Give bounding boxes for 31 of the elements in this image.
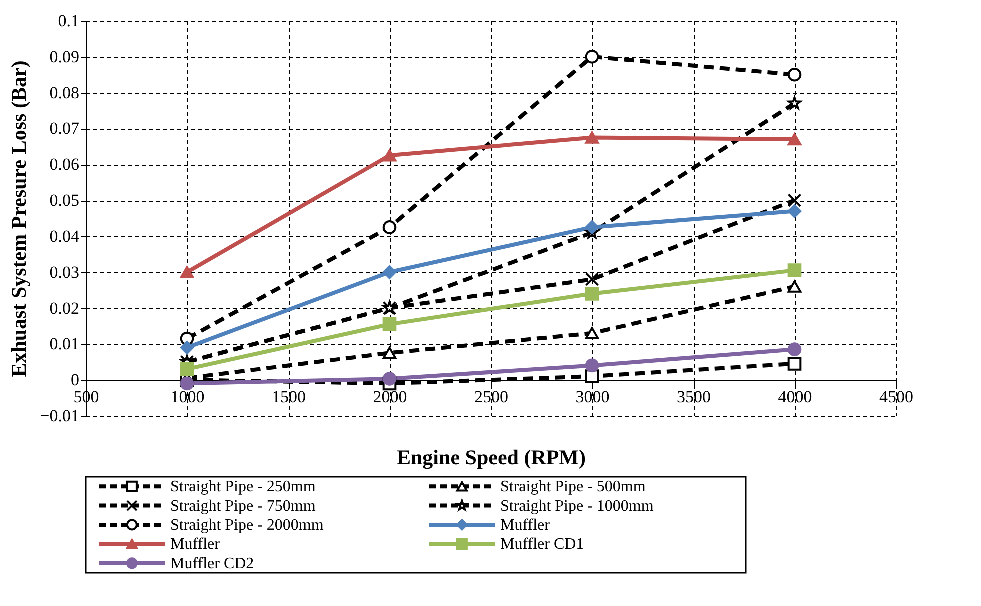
x-tick-label: 1000 xyxy=(170,388,205,407)
legend-label: Muffler CD2 xyxy=(170,555,254,572)
legend-label: Straight Pipe - 250mm xyxy=(170,478,316,496)
y-tick-label: 0.08 xyxy=(50,83,80,102)
x-tick-label: 4500 xyxy=(880,388,914,407)
y-tick-label: 0.1 xyxy=(58,12,80,30)
legend-label: Straight Pipe - 1000mm xyxy=(500,498,654,515)
x-tick-label: 3500 xyxy=(677,388,711,407)
legend-label: Muffler CD1 xyxy=(500,536,584,554)
y-tick-label: 0 xyxy=(71,370,80,390)
y-axis-title: Exhuast System Presure Loss (Bar) xyxy=(7,60,32,378)
x-tick-label: 2500 xyxy=(474,388,508,407)
y-tick-label: −0.01 xyxy=(40,406,80,426)
x-axis-title: Engine Speed (RPM) xyxy=(397,446,586,470)
legend-label: Straight Pipe - 2000mm xyxy=(170,517,324,534)
y-tick-label: 0.06 xyxy=(50,155,80,174)
x-tick-label: 4000 xyxy=(778,388,812,407)
y-tick-label: 0.04 xyxy=(50,226,80,246)
x-tick-label: 1500 xyxy=(272,388,306,407)
x-tick-label: 3000 xyxy=(576,388,610,407)
y-tick-label: 0.03 xyxy=(50,262,80,282)
legend-label: Straight Pipe - 500mm xyxy=(500,478,646,496)
y-tick-label: 0.02 xyxy=(50,298,80,318)
x-tick-label: 2000 xyxy=(373,388,408,407)
y-tick-label: 0.07 xyxy=(50,119,80,138)
legend-label: Straight Pipe - 750mm xyxy=(170,498,316,515)
legend-label: Muffler xyxy=(500,517,551,534)
legend-label: Muffler xyxy=(170,536,221,554)
y-tick-label: 0.05 xyxy=(50,191,80,210)
y-tick-label: 0.09 xyxy=(50,47,80,66)
y-tick-label: 0.01 xyxy=(50,334,80,354)
